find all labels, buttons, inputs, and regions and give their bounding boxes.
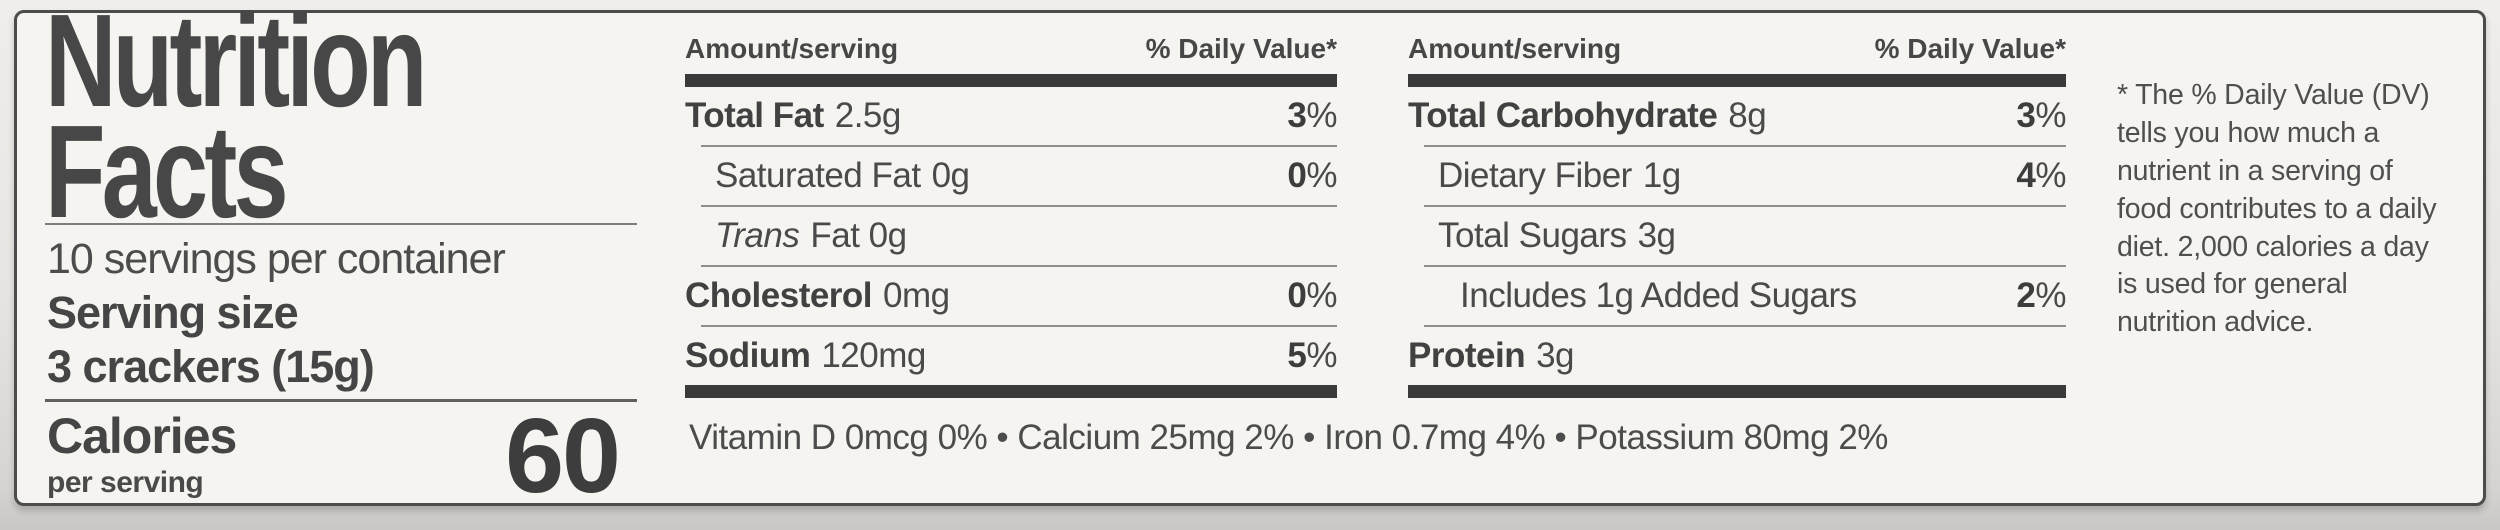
- row-sodium: Sodium 120mg 5%: [685, 336, 1337, 375]
- calories-sublabel: per serving: [47, 466, 204, 499]
- row-total-fat: Total Fat 2.5g 3%: [685, 96, 1337, 135]
- daily-value-header: % Daily Value*: [1145, 33, 1337, 64]
- nutrition-facts-panel: Nutrition Facts 10 servings per containe…: [14, 0, 2486, 516]
- row-dietary-fiber: Dietary Fiber 1g 4%: [1438, 156, 2066, 195]
- amount-serving-header: Amount/serving: [1408, 33, 1622, 64]
- column-header: Amount/serving % Daily Value*: [685, 13, 1337, 74]
- row-total-sugars: Total Sugars 3g: [1438, 216, 1676, 255]
- row-saturated-fat: Saturated Fat 0g 0%: [715, 156, 1337, 195]
- thick-bar: [1408, 385, 2066, 398]
- divider: [1424, 205, 2066, 207]
- nutrient-column-carb-protein: Amount/serving % Daily Value* Total Carb…: [1408, 13, 2066, 398]
- micronutrients-line: Vitamin D 0mcg 0% • Calcium 25mg 2% • Ir…: [689, 418, 1888, 457]
- amount-serving-header: Amount/serving: [685, 33, 899, 64]
- serving-size-value: 3 crackers (15g): [47, 341, 375, 392]
- calories-labels: Calories per serving: [47, 408, 237, 500]
- row-protein: Protein 3g: [1408, 336, 1575, 375]
- thick-bar: [1408, 74, 2066, 87]
- nutrient-columns: Amount/serving % Daily Value* Total Fat 2…: [685, 13, 2070, 398]
- daily-value-footnote: * The % Daily Value (DV) tells you how m…: [2117, 79, 2437, 339]
- divider: [1424, 145, 2066, 147]
- serving-info-panel: Nutrition Facts 10 servings per containe…: [45, 0, 637, 516]
- serving-size-label: Serving size: [47, 287, 299, 338]
- divider: [45, 223, 637, 225]
- thick-bar: [685, 74, 1337, 87]
- divider: [701, 265, 1337, 267]
- row-cholesterol: Cholesterol 0mg 0%: [685, 276, 1337, 315]
- divider: [45, 399, 637, 402]
- divider: [701, 205, 1337, 207]
- divider: [701, 325, 1337, 327]
- thick-bar: [685, 385, 1337, 398]
- divider: [701, 145, 1337, 147]
- calories-value: 60: [505, 397, 621, 516]
- nutrients-section: Amount/serving % Daily Value* Total Fat 2…: [685, 13, 2070, 458]
- divider: [1424, 325, 2066, 327]
- calories-row: Calories per serving 60: [47, 397, 635, 516]
- servings-per-container: 10 servings per container: [47, 235, 506, 283]
- column-header: Amount/serving % Daily Value*: [1408, 13, 2066, 74]
- divider: [1424, 265, 2066, 267]
- panel-title: Nutrition Facts: [45, 0, 427, 245]
- row-trans-fat: Trans Fat 0g: [715, 216, 907, 255]
- calories-label: Calories: [47, 408, 237, 464]
- daily-value-header: % Daily Value*: [1874, 33, 2066, 64]
- row-total-carbohydrate: Total Carbohydrate 8g 3%: [1408, 96, 2066, 135]
- row-added-sugars: Includes 1g Added Sugars 2%: [1460, 276, 2066, 315]
- nutrient-column-fat-sodium: Amount/serving % Daily Value* Total Fat 2…: [685, 13, 1337, 398]
